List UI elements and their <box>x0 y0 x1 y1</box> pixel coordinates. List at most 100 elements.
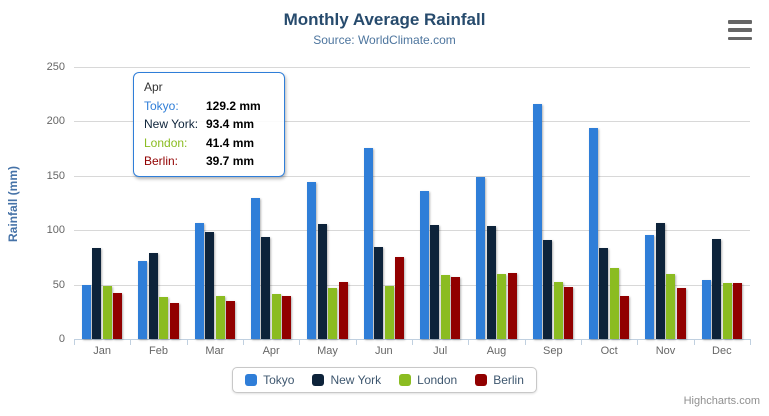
x-axis-tick <box>186 340 188 345</box>
legend-swatch <box>312 374 325 386</box>
y-gridline <box>74 284 750 286</box>
legend-box: Tokyo New York London Berlin <box>232 367 537 393</box>
x-axis-tick <box>243 340 244 345</box>
hamburger-bar <box>728 28 752 32</box>
column-new-york-feb[interactable] <box>148 253 158 339</box>
column-london-jul[interactable] <box>440 274 450 339</box>
x-axis-tick <box>468 340 470 345</box>
x-axis-tick <box>524 340 526 345</box>
legend-label: Tokyo <box>263 373 295 387</box>
column-tokyo-may[interactable] <box>307 182 317 339</box>
x-axis-label: Jul <box>433 345 448 357</box>
column-berlin-may[interactable] <box>338 281 348 339</box>
legend-item-new-york[interactable]: New York <box>312 373 381 387</box>
tooltip-series-value: 93.4 mm <box>206 117 255 131</box>
x-axis-tick <box>412 340 413 345</box>
column-london-jun[interactable] <box>384 286 394 339</box>
column-new-york-jul[interactable] <box>430 224 440 339</box>
column-new-york-sep[interactable] <box>543 239 553 339</box>
column-london-may[interactable] <box>328 287 338 339</box>
column-berlin-feb[interactable] <box>169 302 179 339</box>
y-axis-title: Rainfall (mm) <box>6 166 20 243</box>
column-berlin-oct[interactable] <box>620 296 630 339</box>
column-london-aug[interactable] <box>497 274 507 339</box>
column-tokyo-jan[interactable] <box>81 284 91 339</box>
y-gridline <box>74 230 750 232</box>
y-axis-label: 200 <box>46 115 65 128</box>
legend: Tokyo New York London Berlin <box>0 367 769 393</box>
legend-label: London <box>417 373 458 387</box>
legend-item-tokyo[interactable]: Tokyo <box>245 373 294 387</box>
column-berlin-sep[interactable] <box>564 287 574 339</box>
x-axis-label: Aug <box>486 345 507 357</box>
tooltip-series-name: New York: <box>144 117 199 131</box>
x-axis-label: Jun <box>374 345 393 357</box>
column-berlin-mar[interactable] <box>226 301 236 339</box>
x-axis-tick <box>355 340 357 345</box>
legend-item-berlin[interactable]: Berlin <box>475 373 524 387</box>
column-tokyo-nov[interactable] <box>645 234 655 339</box>
column-london-feb[interactable] <box>159 296 169 339</box>
y-gridline <box>74 121 750 123</box>
x-axis-label: Sep <box>543 345 563 357</box>
tooltip-category: Apr <box>144 80 163 94</box>
x-axis-label: Nov <box>655 345 676 357</box>
x-axis-tick <box>750 340 751 345</box>
y-axis-label: 50 <box>52 278 65 291</box>
column-new-york-mar[interactable] <box>205 231 215 339</box>
legend-swatch <box>475 374 488 386</box>
x-axis-label: Feb <box>149 345 168 357</box>
tooltip-series-name: London: <box>144 135 188 150</box>
x-axis-tick <box>299 340 301 345</box>
column-berlin-aug[interactable] <box>507 273 517 339</box>
column-berlin-apr[interactable] <box>282 295 292 339</box>
column-tokyo-dec[interactable] <box>701 279 711 339</box>
column-new-york-oct[interactable] <box>599 248 609 339</box>
column-tokyo-mar[interactable] <box>194 223 204 339</box>
column-berlin-jun[interactable] <box>395 256 405 339</box>
column-new-york-jun[interactable] <box>374 247 384 339</box>
x-axis-tick <box>74 340 75 345</box>
chart-title: Monthly Average Rainfall <box>283 10 486 29</box>
column-tokyo-aug[interactable] <box>476 177 486 339</box>
x-axis-label: Dec <box>712 345 732 357</box>
column-new-york-aug[interactable] <box>486 225 496 339</box>
column-tokyo-sep[interactable] <box>532 103 542 339</box>
column-berlin-jan[interactable] <box>113 292 123 339</box>
hamburger-bar <box>728 36 752 40</box>
y-gridline <box>74 67 750 68</box>
column-new-york-nov[interactable] <box>655 223 665 339</box>
tooltip-row: Berlin: 39.7 mm <box>144 154 274 168</box>
legend-swatch <box>399 374 412 386</box>
column-london-nov[interactable] <box>666 274 676 339</box>
hamburger-menu-icon[interactable] <box>728 20 752 40</box>
tooltip: Apr Tokyo: 129.2 mm New York: 93.4 mm London… <box>133 72 285 177</box>
column-london-jan[interactable] <box>102 285 112 339</box>
chart-subtitle: Source: WorldClimate.com <box>313 33 456 47</box>
column-london-oct[interactable] <box>609 268 619 339</box>
x-axis-label: Oct <box>600 345 618 357</box>
column-london-sep[interactable] <box>553 281 563 339</box>
column-london-apr[interactable] <box>271 293 281 339</box>
legend-item-london[interactable]: London <box>399 373 457 387</box>
column-tokyo-jul[interactable] <box>419 191 429 339</box>
column-tokyo-jun[interactable] <box>363 147 373 339</box>
column-tokyo-apr[interactable] <box>250 198 260 339</box>
highcharts-credit-link[interactable]: Highcharts.com <box>683 395 760 407</box>
column-berlin-jul[interactable] <box>451 276 461 339</box>
column-berlin-nov[interactable] <box>676 288 686 339</box>
column-tokyo-oct[interactable] <box>588 127 598 339</box>
column-tokyo-feb[interactable] <box>138 261 148 339</box>
tooltip-row: Tokyo: 129.2 mm <box>144 99 274 113</box>
tooltip-row: New York: 93.4 mm <box>144 117 274 131</box>
column-berlin-dec[interactable] <box>733 283 743 339</box>
column-new-york-may[interactable] <box>317 223 327 339</box>
column-new-york-dec[interactable] <box>712 238 722 339</box>
x-axis-line <box>74 339 751 340</box>
column-new-york-jan[interactable] <box>92 248 102 339</box>
column-london-mar[interactable] <box>215 296 225 339</box>
tooltip-series-value: 39.7 mm <box>206 154 255 168</box>
column-london-dec[interactable] <box>722 283 732 339</box>
column-new-york-apr[interactable] <box>261 237 271 339</box>
